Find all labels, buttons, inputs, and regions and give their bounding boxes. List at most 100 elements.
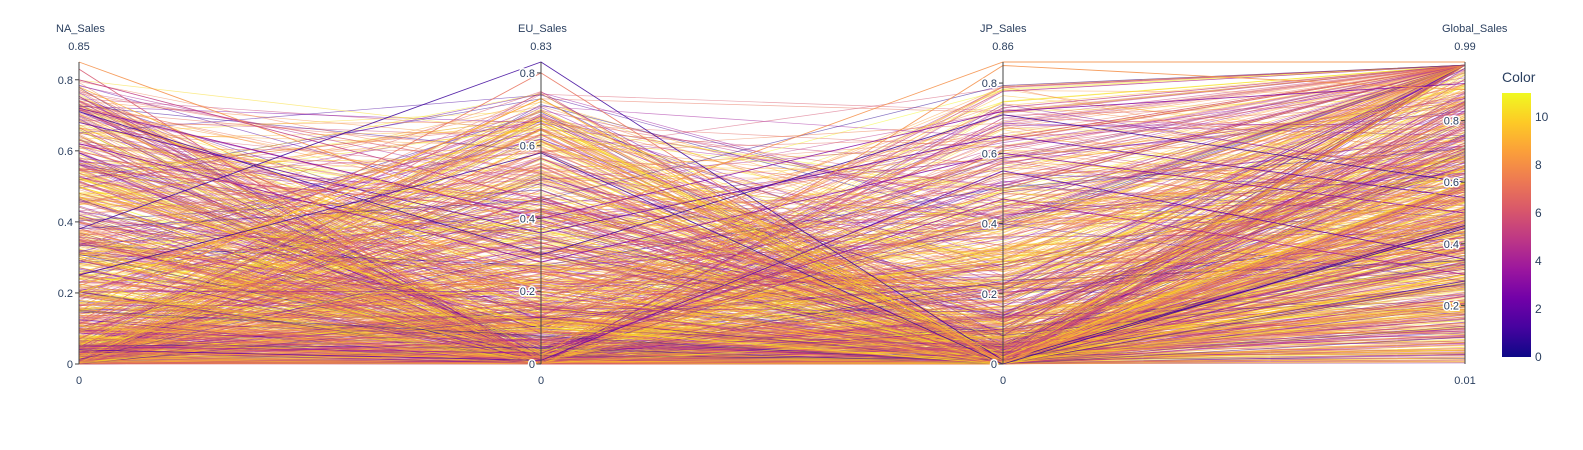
axis-tick-label: 0.6 bbox=[520, 141, 535, 153]
data-line bbox=[78, 64, 1466, 275]
data-line bbox=[78, 152, 1466, 365]
axis-na-sales[interactable]: NA_Sales 0.85 00 0.2 0.4 0.6 0.8 bbox=[56, 23, 105, 387]
data-line bbox=[78, 83, 1466, 219]
axis-range-max: 0.99 bbox=[1454, 41, 1475, 53]
data-line bbox=[78, 286, 1466, 365]
data-line bbox=[78, 167, 1466, 325]
axis-tick-label: 0.8 bbox=[1444, 116, 1459, 128]
axis-range-max: 0.83 bbox=[530, 41, 551, 53]
axis-tick-label: 0 bbox=[991, 359, 997, 371]
data-line bbox=[78, 164, 1466, 323]
data-line bbox=[78, 97, 1466, 365]
data-line bbox=[78, 152, 1466, 365]
data-line bbox=[78, 232, 1466, 364]
data-line bbox=[78, 78, 1466, 364]
data-line bbox=[78, 64, 1466, 314]
data-line bbox=[78, 144, 1466, 364]
data-line bbox=[78, 220, 1466, 354]
data-line bbox=[78, 64, 1466, 316]
data-line bbox=[78, 349, 1466, 365]
data-line bbox=[78, 162, 1466, 365]
axis-range-min: 0.01 bbox=[1454, 375, 1475, 387]
axis-tick-label: 0.6 bbox=[1444, 177, 1459, 189]
data-line bbox=[78, 64, 1466, 345]
data-line bbox=[78, 64, 1466, 171]
axis-tick-label: 0.2 bbox=[58, 288, 73, 300]
axis-eu-sales[interactable]: EU_Sales 0.83 00 0.2 0.4 0.6 0.8 bbox=[518, 23, 567, 387]
data-line bbox=[78, 316, 1466, 365]
data-line bbox=[78, 93, 1466, 365]
data-line bbox=[78, 322, 1466, 365]
data-line bbox=[78, 231, 1466, 342]
data-line bbox=[78, 165, 1466, 363]
data-line bbox=[78, 336, 1466, 365]
data-line bbox=[78, 121, 1466, 234]
axis-global-sales[interactable]: Global_Sales 0.99 0.01 0.2 0.4 0.6 0.8 bbox=[1442, 23, 1508, 387]
axis-tick-label: 0.2 bbox=[520, 286, 535, 298]
axis-title: Global_Sales bbox=[1442, 23, 1508, 35]
data-line bbox=[78, 312, 1466, 356]
data-line bbox=[78, 201, 1466, 364]
axis-tick-label: 0.4 bbox=[1444, 239, 1459, 251]
data-line bbox=[78, 161, 1466, 328]
axes: NA_Sales0.85000.20.40.60.8EU_Sales0.8300… bbox=[56, 23, 1508, 387]
data-line bbox=[78, 64, 1466, 316]
axis-title: EU_Sales bbox=[518, 23, 567, 35]
colorbar-tick-label: 0 bbox=[1535, 350, 1542, 364]
data-line bbox=[78, 64, 1466, 308]
data-line bbox=[78, 104, 1466, 360]
data-line bbox=[78, 64, 1466, 319]
data-line bbox=[78, 304, 1466, 365]
axis-tick-label: 0 bbox=[67, 359, 73, 371]
colorbar-tick-label: 4 bbox=[1535, 254, 1542, 268]
data-line bbox=[78, 300, 1466, 364]
data-line bbox=[78, 119, 1466, 358]
data-line bbox=[78, 170, 1466, 361]
colorbar: Color 0 2 4 6 8 10 bbox=[1502, 69, 1549, 364]
axis-tick-label: 0.4 bbox=[520, 213, 535, 225]
data-line bbox=[78, 146, 1466, 362]
data-line bbox=[78, 123, 1466, 365]
data-line bbox=[78, 64, 1466, 298]
data-line bbox=[78, 64, 1466, 359]
axis-tick-label: 0.6 bbox=[982, 148, 997, 160]
axis-tick-label: 0.2 bbox=[982, 289, 997, 301]
data-line bbox=[78, 282, 1466, 364]
data-line bbox=[78, 198, 1466, 354]
data-line bbox=[78, 103, 1466, 306]
colorbar-tick-label: 8 bbox=[1535, 158, 1542, 172]
data-line bbox=[78, 361, 1466, 365]
axis-tick-label: 0.8 bbox=[520, 68, 535, 80]
data-line bbox=[78, 330, 1466, 364]
data-line bbox=[78, 172, 1466, 363]
colorbar-tick-label: 10 bbox=[1535, 110, 1549, 124]
axis-tick-label: 0.4 bbox=[982, 219, 997, 231]
data-line bbox=[78, 253, 1466, 361]
colorbar-tick-label: 2 bbox=[1535, 302, 1542, 316]
axis-tick-label: 0.6 bbox=[58, 146, 73, 158]
axis-title: JP_Sales bbox=[980, 23, 1027, 35]
axis-tick-label: 0.2 bbox=[1444, 300, 1459, 312]
data-line bbox=[78, 303, 1466, 345]
data-line bbox=[78, 325, 1466, 364]
data-line bbox=[78, 64, 1466, 221]
data-line bbox=[78, 64, 1466, 174]
data-line bbox=[78, 64, 1466, 253]
data-line bbox=[78, 100, 1466, 255]
data-line bbox=[78, 223, 1466, 360]
data-line bbox=[78, 295, 1466, 364]
data-line bbox=[78, 307, 1466, 358]
data-line bbox=[78, 64, 1466, 364]
colorbar-gradient bbox=[1502, 93, 1531, 357]
data-line bbox=[78, 158, 1466, 363]
axis-jp-sales[interactable]: JP_Sales 0.86 00 0.2 0.4 0.6 0.8 bbox=[980, 23, 1027, 387]
data-lines bbox=[78, 61, 1466, 365]
data-line bbox=[78, 197, 1466, 354]
colorbar-tick-label: 6 bbox=[1535, 206, 1542, 220]
data-line bbox=[78, 352, 1466, 365]
data-line bbox=[78, 216, 1466, 364]
axis-range-max: 0.85 bbox=[68, 41, 89, 53]
data-line bbox=[78, 174, 1466, 364]
data-line bbox=[78, 155, 1466, 320]
